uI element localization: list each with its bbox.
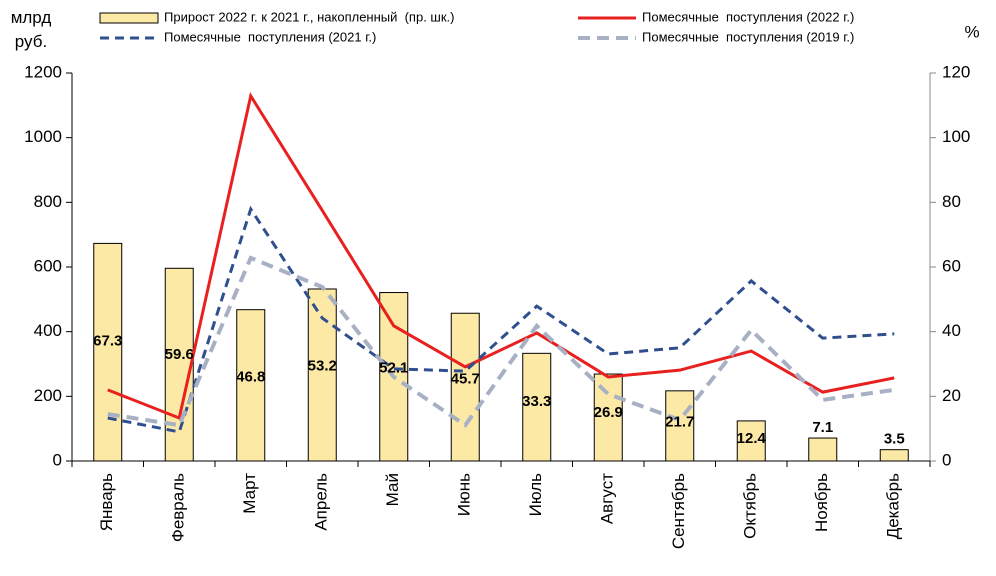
y2-tick-label: 40 <box>942 321 961 340</box>
bar <box>93 242 123 462</box>
y2-tick-label: 120 <box>942 62 970 81</box>
bar <box>522 352 552 462</box>
bar <box>808 437 838 462</box>
data-label: 59.6 <box>165 346 194 363</box>
data-label: 46.8 <box>236 369 265 386</box>
legend-swatch <box>99 12 159 24</box>
data-label: 26.9 <box>594 404 623 421</box>
bar <box>307 288 337 462</box>
legend-label: Помесячные поступления (2022 г.) <box>642 9 854 24</box>
x-tick-label: Ноябрь <box>812 473 831 532</box>
y-tick-label: 800 <box>34 192 62 211</box>
line <box>107 255 895 428</box>
bar <box>450 312 480 462</box>
bar <box>236 309 266 462</box>
x-tick-label: Сентябрь <box>669 473 688 549</box>
y-tick-label: 1000 <box>24 127 62 146</box>
data-label: 7.1 <box>812 419 833 436</box>
y-tick-label: 600 <box>34 256 62 275</box>
y-tick-label: 0 <box>53 450 62 469</box>
x-tick-label: Июль <box>526 473 545 517</box>
x-tick-label: Апрель <box>312 473 331 531</box>
data-label: 67.3 <box>93 332 122 349</box>
y-tick-label: 200 <box>34 386 62 405</box>
legend-label: Прирост 2022 г. к 2021 г., накопленный (… <box>164 9 455 24</box>
y-axis-label: млрд руб. <box>10 8 52 51</box>
y2-tick-label: 100 <box>942 127 970 146</box>
bar <box>736 420 766 462</box>
x-tick-label: Май <box>383 473 402 506</box>
y2-axis-label: % <box>964 22 979 41</box>
x-tick-label: Декабрь <box>884 473 903 539</box>
x-tick-label: Август <box>598 473 617 524</box>
x-tick-label: Март <box>240 473 259 514</box>
bar <box>593 373 623 462</box>
bar <box>665 390 695 462</box>
data-label: 33.3 <box>522 393 551 410</box>
y2-tick-label: 60 <box>942 256 961 275</box>
legend-label: Помесячные поступления (2019 г.) <box>642 29 854 44</box>
bar <box>164 267 194 462</box>
y2-tick-label: 0 <box>942 450 951 469</box>
data-label: 3.5 <box>884 431 905 448</box>
x-tick-label: Январь <box>97 473 116 531</box>
y-tick-label: 400 <box>34 321 62 340</box>
data-label: 21.7 <box>665 413 694 430</box>
line <box>107 92 895 421</box>
data-label: 45.7 <box>451 371 480 388</box>
y2-tick-label: 20 <box>942 386 961 405</box>
line <box>107 205 895 434</box>
data-label: 12.4 <box>737 430 767 447</box>
bar <box>879 449 909 462</box>
y2-tick-label: 80 <box>942 192 961 211</box>
y-tick-label: 1200 <box>24 62 62 81</box>
x-tick-label: Февраль <box>169 473 188 542</box>
x-tick-label: Июнь <box>455 473 474 516</box>
data-label: 52.1 <box>379 359 408 376</box>
legend-label: Помесячные поступления (2021 г.) <box>164 29 376 44</box>
data-label: 53.2 <box>308 357 337 374</box>
x-tick-label: Октябрь <box>741 473 760 539</box>
